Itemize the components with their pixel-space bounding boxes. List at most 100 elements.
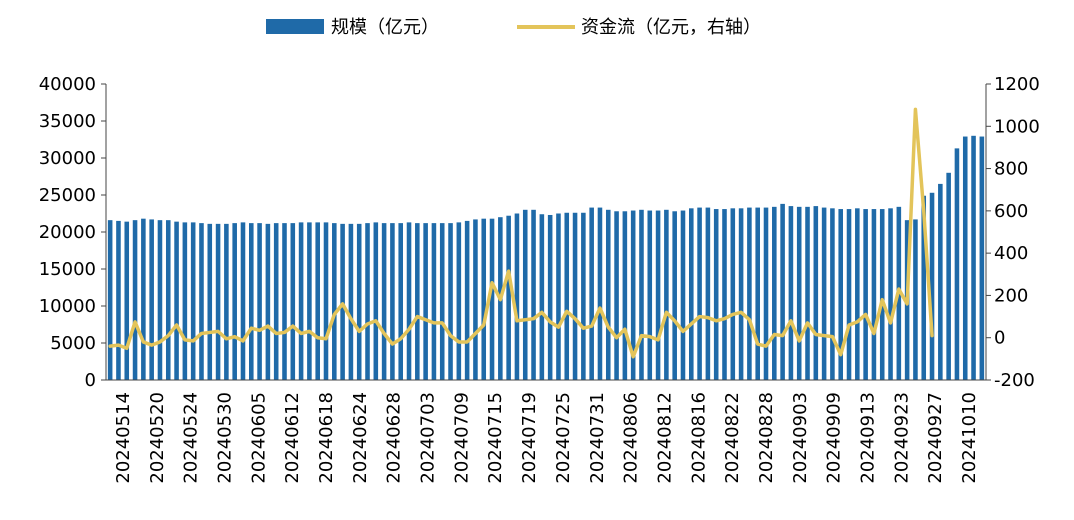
bar	[381, 223, 387, 380]
bar	[622, 211, 628, 380]
bar	[157, 220, 163, 380]
left-axis-tick-label: 5000	[50, 333, 96, 354]
legend-label-bar: 规模（亿元）	[331, 17, 439, 38]
bar	[705, 207, 711, 380]
bar	[398, 223, 403, 380]
bar	[423, 223, 428, 380]
bar	[365, 223, 370, 380]
bar	[149, 219, 154, 380]
right-axis-tick-label: 1000	[994, 116, 1040, 137]
bar	[290, 223, 296, 380]
bar	[340, 223, 345, 380]
bar	[215, 223, 221, 380]
bar	[315, 222, 320, 380]
left-axis-tick-label: 20000	[39, 222, 96, 243]
bar	[929, 192, 935, 380]
bar	[373, 222, 379, 380]
x-axis-tick-label: 20240719	[519, 392, 540, 484]
bar	[830, 208, 835, 380]
x-axis-tick-label: 20240628	[384, 392, 405, 484]
bar	[722, 209, 727, 380]
bar	[116, 220, 121, 380]
bar	[522, 209, 528, 380]
x-axis-tick-label: 20240514	[113, 392, 134, 484]
bar	[132, 220, 138, 380]
bar	[946, 172, 951, 380]
bar	[821, 207, 827, 380]
bar	[597, 207, 603, 380]
bar	[713, 209, 719, 380]
bar	[954, 148, 960, 380]
x-axis-tick-label: 20240927	[925, 392, 946, 484]
bar	[332, 223, 337, 380]
bar	[190, 222, 196, 380]
bar	[107, 220, 113, 380]
left-axis-tick-label: 40000	[39, 74, 96, 95]
bar	[249, 223, 254, 380]
x-axis-tick-label: 20240731	[587, 392, 608, 484]
bar	[772, 206, 777, 380]
bar	[572, 212, 578, 380]
right-axis-tick-label: -200	[994, 370, 1035, 391]
bar	[738, 208, 744, 380]
bar	[755, 207, 760, 380]
bar	[448, 223, 453, 380]
x-axis-tick-label: 20240703	[418, 392, 439, 484]
bar	[888, 208, 893, 380]
right-axis-tick-label: 400	[994, 243, 1028, 264]
x-axis-tick-label: 20240913	[858, 392, 879, 484]
bar	[473, 219, 478, 380]
bar	[456, 222, 462, 380]
bar	[356, 223, 362, 380]
bar	[182, 222, 188, 380]
x-axis-tick-label: 20240612	[282, 392, 303, 484]
bar	[971, 135, 976, 380]
right-axis-tick-label: 200	[994, 285, 1028, 306]
bar	[174, 221, 179, 380]
x-axis-tick-label: 20240725	[553, 392, 574, 484]
x-axis-tick-label: 20240524	[181, 392, 202, 484]
bar	[124, 221, 130, 380]
bar	[207, 223, 213, 380]
bar	[564, 212, 570, 380]
bar	[464, 220, 470, 380]
left-axis-tick-label: 30000	[39, 148, 96, 169]
bar	[589, 207, 594, 380]
x-axis-tick-label: 20240909	[824, 392, 845, 484]
bar	[282, 223, 287, 380]
left-axis-tick-label: 35000	[39, 111, 96, 132]
bar	[547, 214, 553, 380]
bar	[938, 183, 943, 380]
bar	[647, 210, 653, 380]
x-axis-tick-label: 20240923	[891, 392, 912, 484]
bar	[141, 218, 146, 380]
bar	[672, 211, 677, 380]
bar	[481, 218, 487, 380]
right-axis-tick-label: 600	[994, 201, 1028, 222]
x-axis-tick-label: 20240903	[790, 392, 811, 484]
bar	[240, 222, 246, 380]
bar	[348, 223, 354, 380]
right-axis-tick-label: 800	[994, 159, 1028, 180]
right-axis-tick-label: 0	[994, 328, 1005, 349]
bar	[863, 209, 868, 380]
x-axis-tick-label: 20240812	[654, 392, 675, 484]
x-axis-tick-label: 20241010	[959, 392, 980, 484]
bar	[979, 136, 985, 380]
bar	[307, 222, 312, 380]
bar	[224, 223, 229, 380]
bar	[298, 222, 304, 380]
bar	[796, 206, 802, 380]
bar	[921, 195, 927, 380]
bar	[780, 203, 785, 380]
x-axis-tick-label: 20240828	[756, 392, 777, 484]
bar	[730, 208, 736, 380]
bar	[265, 223, 271, 380]
bar	[879, 209, 885, 380]
bar	[514, 213, 520, 380]
bar	[539, 214, 545, 380]
line-series	[108, 107, 934, 359]
x-axis-tick-label: 20240816	[688, 392, 709, 484]
